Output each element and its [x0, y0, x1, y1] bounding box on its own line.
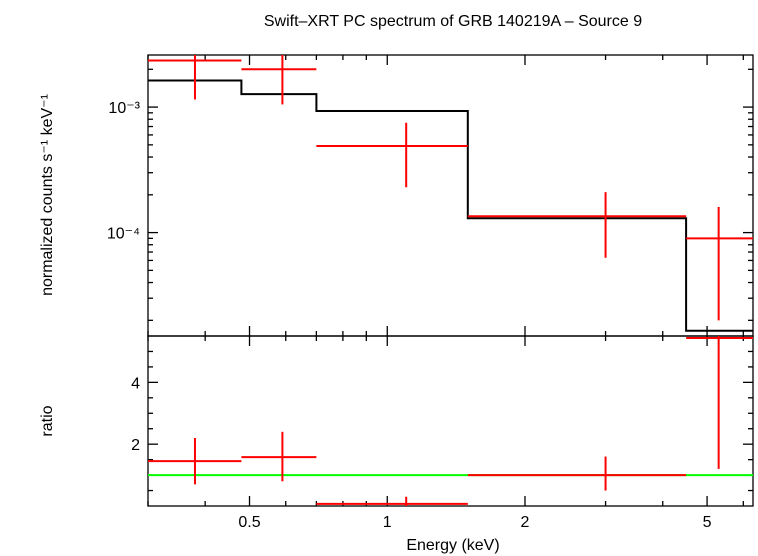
ratio-data-points [148, 336, 753, 506]
ratio-y-tick-label: 2 [131, 437, 140, 454]
spectrum-y-tick-label: 10⁻⁴ [107, 226, 140, 243]
spectrum-model [148, 79, 753, 332]
x-axis-label: Energy (keV) [406, 537, 499, 554]
spectrum-y-axis-label: normalized counts s⁻¹ keV⁻¹ [39, 94, 56, 296]
x-tick-label: 5 [703, 514, 712, 531]
x-axis-ticks: 0.5 1 2 5 [147, 55, 744, 531]
ratio-y-tick-label: 4 [131, 375, 140, 392]
ratio-ticks: 24 [131, 350, 753, 492]
model-step-line [148, 79, 753, 332]
chart-title: Swift–XRT PC spectrum of GRB 140219A – S… [264, 13, 642, 30]
ratio-y-axis-label: ratio [39, 405, 56, 436]
x-tick-label: 2 [521, 514, 530, 531]
spectrum-ticks: 10⁻³ 10⁻⁴ [107, 68, 753, 321]
ratio-panel-frame [147, 335, 754, 507]
x-tick-label: 1 [383, 514, 392, 531]
x-tick-label: 0.5 [238, 514, 260, 531]
spectrum-data-points [148, 55, 753, 321]
spectrum-y-tick-label: 10⁻³ [108, 100, 140, 117]
spectrum-panel-frame [147, 54, 754, 337]
